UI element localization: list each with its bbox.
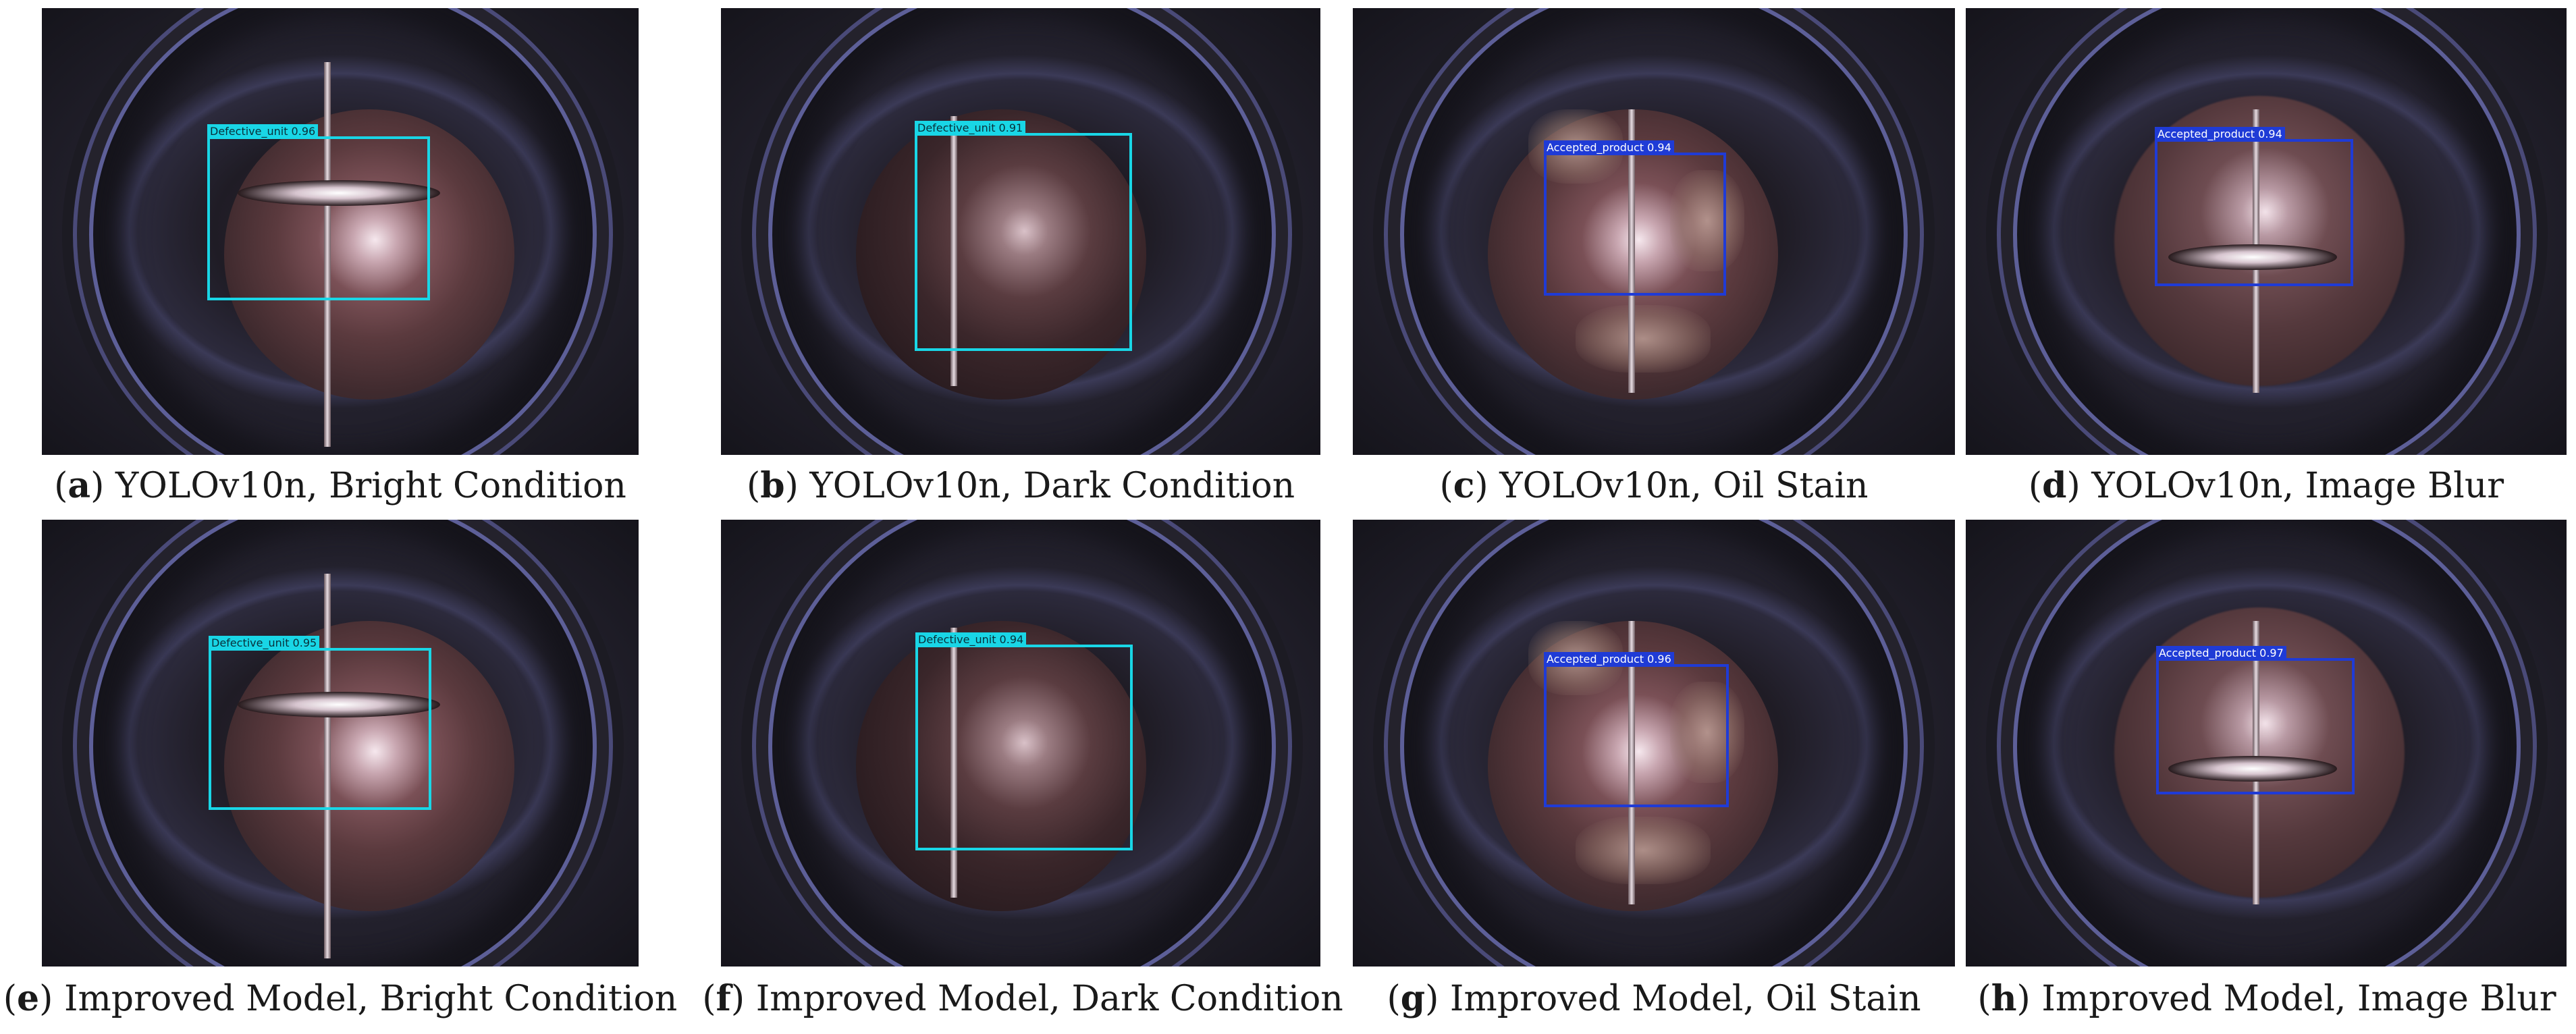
outer-ring [1400,8,1908,455]
detection-box: Defective_unit 0.91 [915,121,1132,351]
copper-disc [224,621,514,911]
seam-line [324,62,331,447]
detection-label: Defective_unit 0.91 [915,121,1026,136]
seam-line [950,628,957,898]
image-e: Defective_unit 0.95 [42,520,639,967]
caption-h: (h) Improved Model, Image Blur [1977,978,2556,1020]
caption-g: (g) Improved Model, Oil Stain [1387,978,1921,1020]
image-g: Accepted_product 0.96 [1353,520,1955,967]
oil-stain [1670,170,1744,271]
detection-box: Accepted_product 0.94 [2155,127,2353,286]
detection-box: Accepted_product 0.94 [1544,140,1726,296]
detection-box: Accepted_product 0.97 [2156,646,2355,794]
weld-bead [238,180,440,206]
detection-label: Accepted_product 0.97 [2156,646,2286,661]
detection-label: Accepted_product 0.94 [2155,127,2285,142]
detection-box: Defective_unit 0.96 [207,124,430,300]
copper-disc [2114,96,2405,386]
weld-bead [2168,244,2337,270]
detection-box: Defective_unit 0.95 [209,636,431,810]
image-a: Defective_unit 0.96 [42,8,639,455]
caption-a: (a) YOLOv10n, Bright Condition [54,465,626,507]
caption-c: (c) YOLOv10n, Oil Stain [1439,465,1869,507]
seam-line [950,116,957,386]
outer-ring [2013,8,2521,455]
detection-label: Defective_unit 0.96 [207,124,319,139]
outer-ring [1400,520,1908,967]
outer-ring [768,8,1276,455]
outer-ring [89,8,597,455]
caption-e: (e) Improved Model, Bright Condition [3,978,678,1020]
outer-ring [768,520,1276,967]
copper-disc [856,109,1146,400]
seam-line [1628,109,1635,393]
copper-disc [224,109,514,400]
seam-line [1628,621,1635,904]
detection-label: Defective_unit 0.95 [209,636,320,651]
detection-label: Accepted_product 0.94 [1544,140,1674,155]
outer-ring [2013,520,2521,967]
seam-line [324,574,331,958]
oil-stain [1670,682,1744,783]
weld-bead [238,692,440,717]
copper-disc [856,621,1146,911]
detection-label: Accepted_product 0.96 [1544,652,1674,667]
caption-d: (d) YOLOv10n, Image Blur [2028,465,2504,507]
detection-box: Defective_unit 0.94 [915,632,1133,850]
outer-ring [89,520,597,967]
image-h: Accepted_product 0.97 [1966,520,2567,967]
image-f: Defective_unit 0.94 [721,520,1320,967]
oil-stain [1576,305,1711,373]
image-c: Accepted_product 0.94 [1353,8,1955,455]
caption-f: (f) Improved Model, Dark Condition [702,978,1343,1020]
caption-b: (b) YOLOv10n, Dark Condition [746,465,1295,507]
detection-label: Defective_unit 0.94 [915,632,1027,647]
weld-bead [2168,756,2337,782]
oil-stain [1576,817,1711,884]
detection-box: Accepted_product 0.96 [1544,652,1729,807]
image-b: Defective_unit 0.91 [721,8,1320,455]
image-d: Accepted_product 0.94 [1966,8,2567,455]
